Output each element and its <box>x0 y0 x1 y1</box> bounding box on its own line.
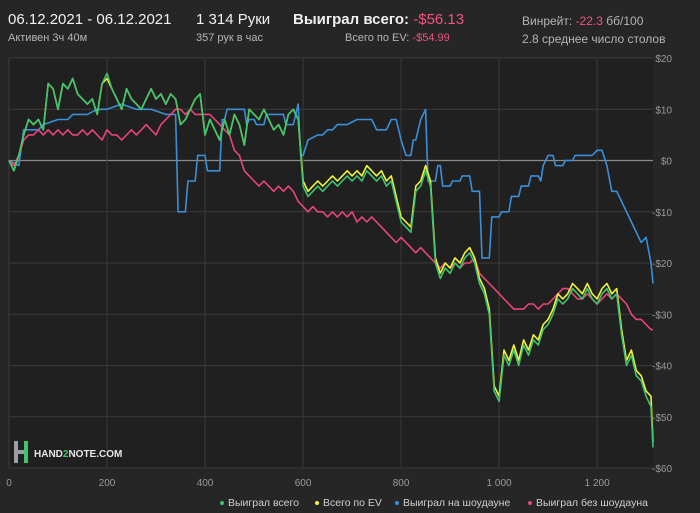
x-tick-label: 0 <box>6 478 12 489</box>
legend-item-showdown[interactable]: Выиграл на шоудауне <box>395 497 510 509</box>
winrate-value: -22.3 <box>575 14 603 28</box>
logo-text-a: HAND <box>34 449 63 460</box>
series-line-nonshowdown[interactable] <box>8 108 653 331</box>
y-axis: $20 $10 $0 -$10 -$20 -$30 -$40 -$50 -$60 <box>652 54 672 475</box>
winrate-unit: бб/100 <box>606 14 644 28</box>
ev-total-label: Всего по EV: <box>345 32 410 44</box>
legend-label: Выиграл всего <box>228 497 299 508</box>
series-lines <box>8 72 654 448</box>
series-line-showdown[interactable] <box>8 103 654 284</box>
chart-container: $20 $10 $0 -$10 -$20 -$30 -$40 -$50 -$60 0 200 400… <box>0 52 700 509</box>
x-axis: 0 200 400 600 800 1 000 1 200 <box>6 478 610 489</box>
logo-text-c: NOTE.COM <box>68 449 122 460</box>
legend-item-ev[interactable]: Всего по EV <box>315 497 382 509</box>
stats-header: 06.12.2021 - 06.12.2021 Активен 3ч 40м 1… <box>0 0 700 52</box>
y-tick-label: -$50 <box>652 413 672 424</box>
date-range[interactable]: 06.12.2021 - 06.12.2021 <box>8 11 172 28</box>
legend-marker <box>220 501 224 505</box>
legend: Выиграл всего Всего по EV Выиграл на шоуда… <box>220 497 648 509</box>
ev-total: Всего по EV: -$54.99 <box>345 32 450 44</box>
legend-label: Всего по EV <box>323 497 382 508</box>
logo-text-b: 2 <box>63 449 69 460</box>
y-tick-label: $20 <box>655 54 672 65</box>
winrate: Винрейт: -22.3 бб/100 <box>522 14 643 28</box>
ev-total-value: -$54.99 <box>412 32 450 44</box>
hands-per-hour: 357 рук в час <box>196 32 264 44</box>
avg-tables: 2.8 среднее число столов <box>522 32 666 46</box>
y-tick-label: -$60 <box>652 464 672 475</box>
legend-item-nonshowdown[interactable]: Выиграл без шоудауна <box>528 497 648 509</box>
y-tick-label: -$30 <box>652 310 672 321</box>
won-total-value: -$56.13 <box>413 11 465 28</box>
hand2note-logo: HAND2NOTE.COM <box>14 441 122 463</box>
series-line-won[interactable] <box>8 72 654 448</box>
y-tick-label: $10 <box>655 105 672 116</box>
x-tick-label: 1 000 <box>487 478 512 489</box>
logo-text: HAND2NOTE.COM <box>34 449 122 460</box>
legend-label: Выиграл без шоудауна <box>536 497 648 508</box>
hands-count: 1 314 Руки <box>196 11 271 28</box>
winnings-chart[interactable]: $20 $10 $0 -$10 -$20 -$30 -$40 -$50 -$60 0 200 400… <box>0 52 700 509</box>
x-tick-label: 1 200 <box>585 478 610 489</box>
grid-lines <box>8 57 653 469</box>
won-total: Выиграл всего: -$56.13 <box>293 11 464 28</box>
y-tick-label: -$20 <box>652 259 672 270</box>
legend-item-won[interactable]: Выиграл всего <box>220 497 299 509</box>
y-tick-label: $0 <box>661 157 673 168</box>
legend-label: Выиграл на шоудауне <box>403 497 510 508</box>
logo-mark-bar <box>18 450 24 454</box>
x-tick-label: 200 <box>99 478 116 489</box>
winrate-label: Винрейт: <box>522 14 573 28</box>
x-tick-label: 800 <box>393 478 410 489</box>
y-tick-label: -$40 <box>652 362 672 373</box>
y-tick-label: -$10 <box>652 208 672 219</box>
logo-mark-right <box>24 441 28 463</box>
legend-marker <box>528 501 532 505</box>
active-time: Активен 3ч 40м <box>8 32 88 44</box>
legend-marker <box>395 501 399 505</box>
logo-mark-left <box>14 441 18 463</box>
legend-marker <box>315 501 319 505</box>
x-tick-label: 600 <box>295 478 312 489</box>
x-tick-label: 400 <box>197 478 214 489</box>
won-total-label: Выиграл всего: <box>293 11 410 28</box>
